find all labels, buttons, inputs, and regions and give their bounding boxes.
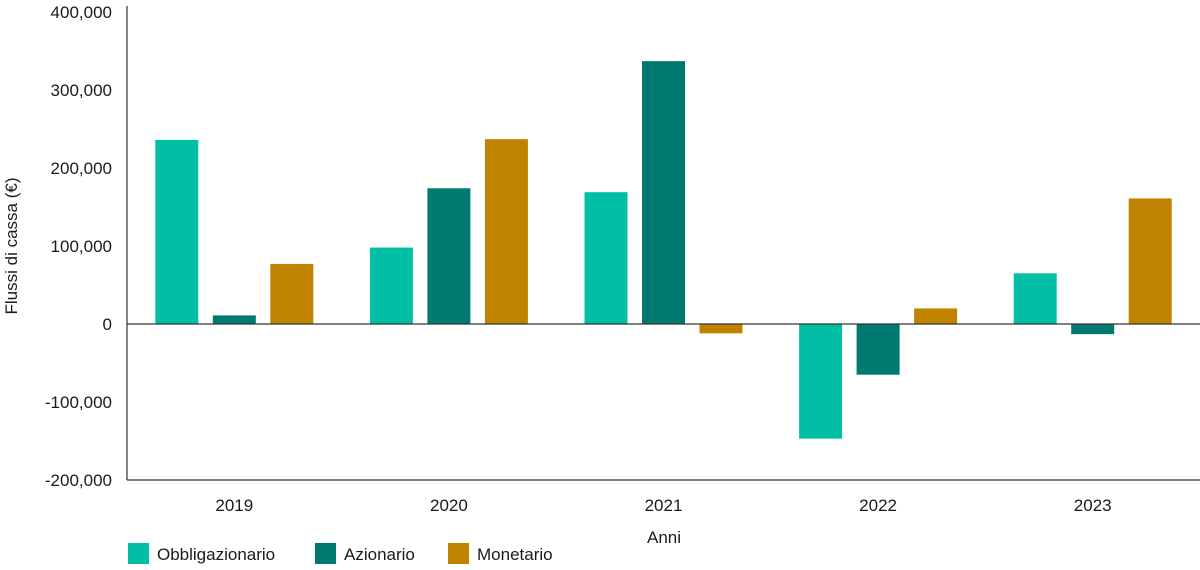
y-axis-title: Flussi di cassa (€)	[2, 178, 21, 315]
bars-group	[155, 61, 1172, 439]
bar-azionario-2021	[642, 61, 685, 324]
x-axis-title: Anni	[647, 528, 681, 547]
legend: Obbligazionario Azionario Monetario	[128, 543, 553, 564]
legend-label: Obbligazionario	[157, 545, 275, 564]
y-tick-label: -200,000	[45, 471, 112, 490]
bar-monetario-2022	[914, 308, 958, 324]
bar-obbligazionario-2022	[799, 324, 843, 439]
legend-swatch	[315, 543, 336, 564]
bar-obbligazionario-2023	[1013, 273, 1057, 324]
legend-label: Azionario	[344, 545, 415, 564]
x-tick-label: 2019	[215, 496, 253, 515]
x-tick-label: 2020	[430, 496, 468, 515]
x-axis-ticks: 2019 2020 2021 2022 2023	[215, 496, 1111, 515]
legend-item-obbligazionario: Obbligazionario	[128, 543, 275, 564]
bar-monetario-2019	[270, 263, 314, 324]
bar-azionario-2019	[212, 315, 256, 324]
bar-obbligazionario-2021	[584, 192, 628, 324]
x-tick-label: 2021	[645, 496, 683, 515]
y-tick-label: 300,000	[51, 81, 112, 100]
y-tick-label: -100,000	[45, 393, 112, 412]
y-tick-label: 0	[103, 315, 112, 334]
legend-item-azionario: Azionario	[315, 543, 415, 564]
y-axis-ticks: 400,000 300,000 200,000 100,000 0 -100,000 -20…	[45, 3, 112, 490]
bar-azionario-2022	[856, 324, 900, 375]
y-tick-label: 100,000	[51, 237, 112, 256]
bar-monetario-2021	[699, 324, 743, 334]
bar-azionario-2020	[427, 188, 471, 324]
bar-monetario-2020	[484, 139, 528, 324]
bar-monetario-2023	[1128, 198, 1172, 324]
x-tick-label: 2022	[859, 496, 897, 515]
x-tick-label: 2023	[1074, 496, 1112, 515]
legend-swatch	[448, 543, 469, 564]
bar-obbligazionario-2019	[155, 139, 199, 324]
y-tick-label: 200,000	[51, 159, 112, 178]
bar-obbligazionario-2020	[369, 247, 413, 324]
legend-swatch	[128, 543, 149, 564]
y-tick-label: 400,000	[51, 3, 112, 22]
bar-azionario-2023	[1071, 324, 1115, 335]
legend-item-monetario: Monetario	[448, 543, 553, 564]
legend-label: Monetario	[477, 545, 553, 564]
